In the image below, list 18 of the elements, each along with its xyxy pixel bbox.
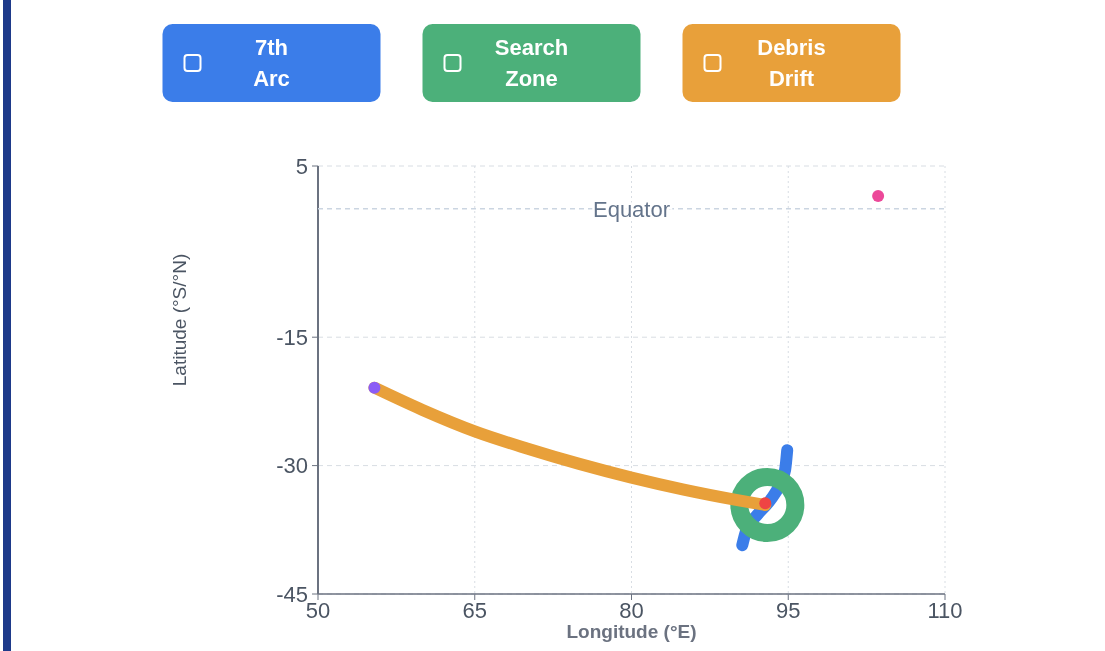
y-tick-label: -15 (276, 324, 308, 350)
point (730, 467, 805, 542)
legend-label: Search Zone (494, 35, 569, 91)
legend-label: Debris Drift (757, 35, 826, 91)
legend-label: 7th Arc (253, 35, 290, 91)
point (872, 189, 885, 202)
x-tick-label: 65 (462, 598, 487, 623)
y-axis-title: Latitude (°S/°N) (169, 253, 190, 387)
ref-line-label: Equator (592, 196, 671, 222)
x-tick-label: 80 (619, 598, 644, 623)
point (368, 381, 381, 394)
y-tick-label: -30 (276, 453, 308, 479)
y-tick-label: 5 (295, 153, 308, 179)
y-tick-label: -45 (276, 581, 308, 607)
x-tick-label: 110 (927, 598, 963, 623)
x-tick-label: 95 (776, 598, 801, 623)
x-axis-title: Longitude (°E) (566, 621, 697, 642)
point (759, 497, 772, 510)
